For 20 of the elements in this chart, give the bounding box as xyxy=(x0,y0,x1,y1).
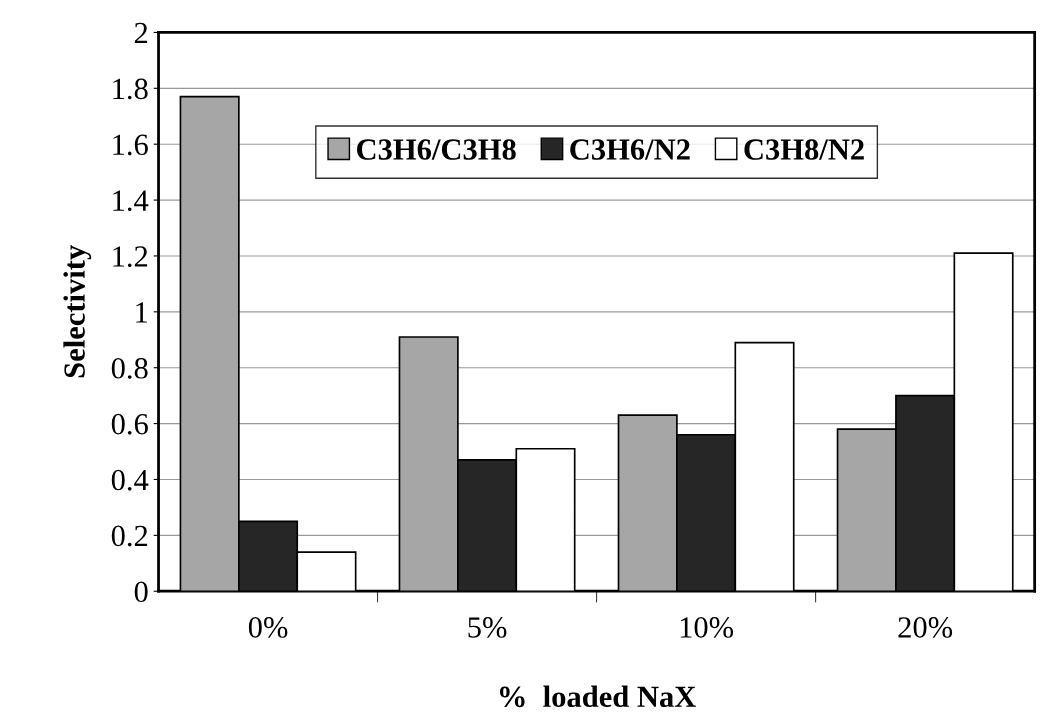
y-tick-label: 1 xyxy=(136,302,147,323)
y-tick-label: 0 xyxy=(134,581,148,603)
y-tick-label: 1.8 xyxy=(113,78,148,100)
legend-label: C3H8/N2 xyxy=(744,139,864,160)
legend-label: C3H6/C3H8 xyxy=(357,139,516,160)
y-tick-label: 0.2 xyxy=(111,525,148,547)
x-tick-label: 10% xyxy=(680,617,734,638)
x-axis-title: % loaded NaX xyxy=(499,685,696,708)
x-tick-label: 5% xyxy=(468,617,507,638)
x-tick-label: 20% xyxy=(898,617,953,638)
y-tick-label: 0.4 xyxy=(111,469,149,491)
y-tick-label: 1.4 xyxy=(113,190,149,212)
y-axis-title: Selectivity xyxy=(63,245,92,378)
y-tick-label: 2 xyxy=(134,22,148,44)
legend-label: C3H6/N2 xyxy=(570,139,690,160)
x-tick-label: 0% xyxy=(248,617,288,638)
y-tick-label: 0.8 xyxy=(111,357,148,379)
y-tick-label: 1.6 xyxy=(113,134,148,156)
y-tick-label: 1.2 xyxy=(113,246,148,267)
y-tick-label: 0.6 xyxy=(111,413,148,435)
